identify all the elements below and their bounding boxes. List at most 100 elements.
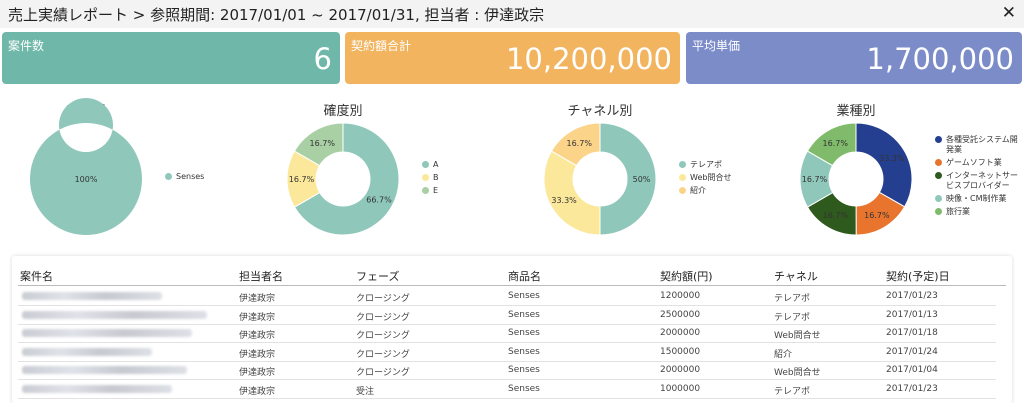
legend-item[interactable]: テレアポ [679, 160, 739, 170]
table-row[interactable]: 伊達政宗 クロージング Senses 2500000 テレアポ 2017/01/13 [18, 306, 996, 325]
legend-label: ゲームソフト業 [946, 158, 1002, 167]
legend-label: A [433, 160, 439, 169]
kpi-label: 案件数 [8, 39, 45, 53]
legend-item[interactable]: Senses [165, 172, 235, 182]
slice-label: 16.7% [310, 139, 336, 148]
legend-label: インターネットサービスプロバイダー [946, 171, 1018, 190]
header-product[interactable]: 商品名 [508, 270, 541, 283]
table-row[interactable]: 伊達政宗 クロージング Senses 2000000 Web問合せ 2017/01/04 [18, 361, 996, 380]
cell-date: 2017/01/04 [886, 365, 938, 375]
legend-item[interactable]: A [422, 160, 472, 170]
cell-amount: 1000000 [660, 383, 701, 394]
legend-item[interactable]: E [422, 186, 472, 196]
cell-amount: 2500000 [660, 309, 701, 320]
cell-phase: クロージング [356, 312, 410, 323]
legend-label: B [433, 173, 439, 182]
table-row[interactable]: 伊達政宗 クロージング Senses 2000000 Web問合せ 2017/01/18 [18, 324, 996, 343]
pie-slice[interactable] [599, 122, 657, 236]
header-phase[interactable]: フェーズ [356, 270, 400, 283]
legend-label: 紹介 [690, 186, 706, 195]
cell-product: Senses [508, 383, 540, 394]
table-header: 案件名 担当者名 フェーズ 商品名 契約額(円) チャネル 契約(予定)日 [18, 264, 1006, 286]
pie-slice[interactable] [29, 98, 142, 235]
redacted-deal-name [22, 366, 187, 374]
slice-label: 16.7% [823, 139, 849, 148]
cell-phase: 受注 [356, 386, 375, 397]
cell-date: 2017/01/23 [886, 383, 938, 394]
redacted-deal-name [22, 347, 152, 356]
legend-item[interactable]: ゲームソフト業 [935, 158, 1023, 168]
close-icon[interactable]: ✕ [1001, 3, 1016, 23]
header-channel[interactable]: チャネル [774, 270, 818, 283]
cell-owner: 伊達政宗 [239, 312, 276, 323]
donut-chart: 100% [29, 98, 142, 235]
slice-label: 16.7% [567, 139, 593, 148]
pie-slice[interactable] [293, 122, 400, 236]
cell-product: Senses [508, 309, 540, 320]
chart-title: 確度別 [323, 104, 363, 119]
table-row[interactable]: 伊達政宗 クロージング Senses 1500000 紹介 2017/01/24 [18, 343, 996, 362]
kpi-card-average-price: 平均単価 1,700,000 [686, 32, 1022, 84]
kpi-label: 平均単価 [692, 39, 741, 53]
donut-chart: 66.7% 16.7% 16.7% [286, 122, 400, 236]
legend-swatch [422, 161, 429, 168]
cell-channel: テレアポ [774, 386, 811, 397]
legend-swatch [935, 136, 942, 143]
legend-label: 旅行業 [946, 207, 970, 216]
chart-by-probability: 確度別 66.7% 16.7% 16.7% A B E [240, 96, 480, 246]
legend-swatch [935, 195, 942, 202]
legend-item[interactable]: 映像・CM制作業 [935, 194, 1023, 204]
legend-item[interactable]: 旅行業 [935, 207, 1023, 217]
header-contract-date[interactable]: 契約(予定)日 [886, 270, 950, 283]
legend-swatch [679, 187, 686, 194]
slice-label: 33.3% [551, 196, 577, 205]
legend-swatch [935, 208, 942, 215]
cell-channel: テレアポ [774, 294, 811, 304]
center-label: 100% [75, 175, 98, 184]
cell-channel: Web問合せ [774, 368, 821, 378]
chart-title: 業種別 [836, 104, 876, 119]
legend-swatch [935, 159, 942, 166]
cell-owner: 伊達政宗 [239, 349, 276, 360]
legend-item[interactable]: インターネットサービスプロバイダー [935, 171, 1023, 191]
cell-phase: クロージング [356, 368, 410, 378]
legend-item[interactable]: 各種受託システム開発業 [935, 135, 1023, 155]
cell-amount: 1200000 [660, 291, 701, 301]
cell-amount: 2000000 [660, 328, 701, 338]
pie-slice[interactable] [806, 122, 857, 167]
header-deal-name[interactable]: 案件名 [20, 270, 53, 283]
header-owner[interactable]: 担当者名 [239, 270, 283, 283]
kpi-value: 10,200,000 [505, 42, 672, 76]
legend-item[interactable]: Web問合せ [679, 173, 739, 183]
slice-label: 33.3% [879, 154, 905, 163]
table-row[interactable]: 伊達政宗 受注 Senses 1000000 テレアポ 2017/01/23 [18, 380, 996, 399]
chart-legend: Senses [165, 172, 235, 185]
pie-slice[interactable] [550, 122, 601, 167]
cell-phase: クロージング [356, 349, 410, 360]
legend-swatch [935, 172, 942, 179]
legend-item[interactable]: 紹介 [679, 186, 739, 196]
table-row[interactable]: 伊達政宗 クロージング Senses 1200000 テレアポ 2017/01/23 [18, 287, 996, 306]
header-bar: 売上実績レポート > 参照期間: 2017/01/01 ~ 2017/01/31… [0, 0, 1024, 28]
deals-table: 案件名 担当者名 フェーズ 商品名 契約額(円) チャネル 契約(予定)日 伊達… [12, 256, 1012, 403]
legend-swatch [679, 174, 686, 181]
cell-owner: 伊達政宗 [239, 386, 276, 397]
cell-product: Senses [508, 346, 540, 357]
slice-label: 16.7% [802, 175, 828, 184]
cell-date: 2017/01/18 [886, 328, 938, 338]
slice-label: 16.7% [289, 175, 315, 184]
legend-label: Senses [176, 172, 205, 181]
legend-label: テレアポ [690, 160, 722, 169]
legend-label: 各種受託システム開発業 [946, 135, 1018, 154]
legend-swatch [165, 173, 172, 180]
legend-item[interactable]: B [422, 173, 472, 183]
slice-label: 50% [633, 175, 651, 184]
header-amount[interactable]: 契約額(円) [660, 270, 713, 283]
donut-chart: 33.3% 16.7% 16.7% 16.7% 16.7% [799, 122, 913, 236]
pie-slice[interactable] [543, 150, 601, 236]
pie-slice[interactable] [855, 122, 913, 208]
cell-channel: テレアポ [774, 312, 811, 323]
pie-slice[interactable] [293, 122, 344, 167]
kpi-card-contract-total: 契約額合計 10,200,000 [345, 32, 680, 84]
cell-product: Senses [508, 365, 540, 375]
